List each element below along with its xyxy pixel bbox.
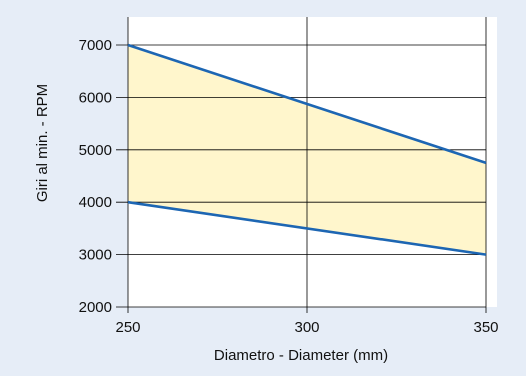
x-tick-label: 300	[294, 319, 319, 336]
y-tick-label: 3000	[79, 247, 112, 264]
upper-limit-line	[127, 43, 487, 165]
y-tick-label: 7000	[79, 37, 112, 54]
x-axis-title: Diametro - Diameter (mm)	[214, 347, 388, 364]
lower-limit-line	[127, 200, 487, 256]
x-tick-label: 250	[115, 319, 140, 336]
x-tick-label: 350	[473, 319, 498, 336]
y-tick-label: 5000	[79, 142, 112, 159]
y-tick-label: 2000	[79, 299, 112, 316]
y-axis-title: Giri al min. - RPM	[34, 84, 51, 202]
y-tick-label: 6000	[79, 89, 112, 106]
y-tick-label: 4000	[79, 194, 112, 211]
